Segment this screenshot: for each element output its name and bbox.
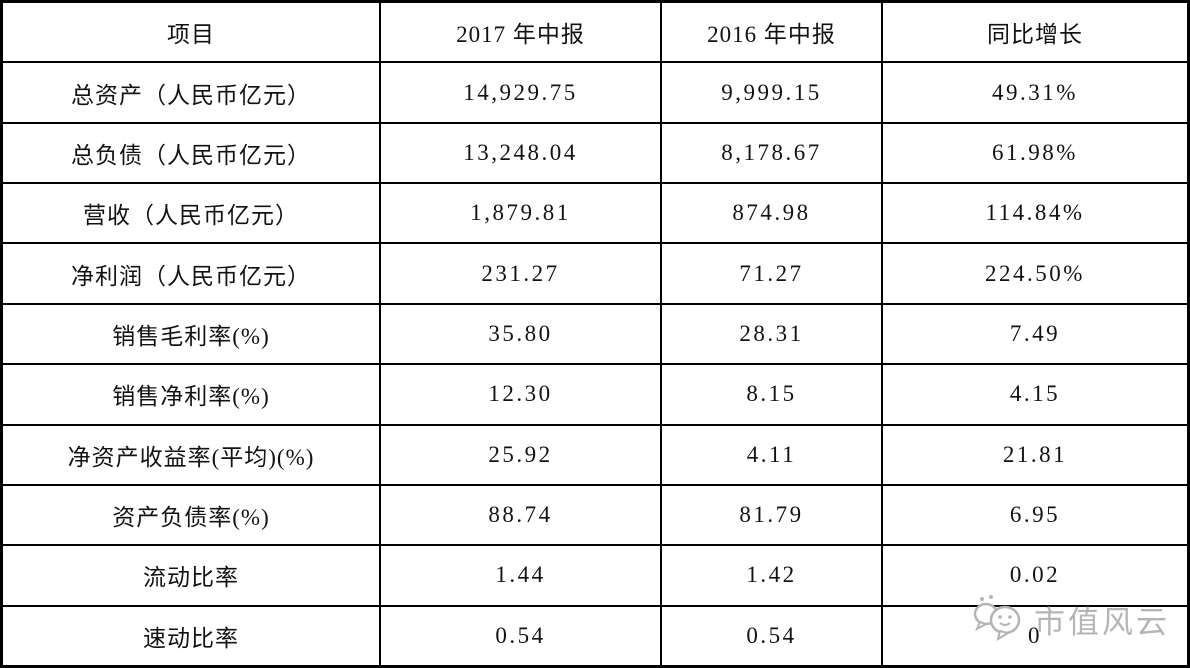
value-cell-yoy: 7.49	[1009, 320, 1061, 346]
table-row: 流动比率 1.44 1.42 0.02	[3, 546, 1187, 607]
value-cell-2016: 0.54	[662, 606, 883, 665]
value-cell-2016: 71.27	[662, 244, 883, 303]
table-row: 资产负债率(%) 88.74 81.79 6.95	[3, 485, 1187, 547]
value-cell-2016: 874.98	[662, 184, 883, 243]
value-cell-2017: 12.30	[381, 365, 662, 424]
table-row: 速动比率 0.54 0.54 0	[3, 606, 1187, 665]
value-cell-2017: 1.44	[381, 546, 662, 605]
value-cell-2017: 1,879.81	[381, 184, 662, 243]
value-cell-2016: 81.79	[662, 485, 883, 545]
table-row: 销售毛利率(%) 35.80 28.31 7.49	[3, 304, 1187, 366]
value-cell-2017: 35.80	[381, 304, 662, 364]
value-cell-yoy: 0.02	[1009, 562, 1061, 588]
row-label-cell: 销售净利率(%)	[3, 365, 381, 424]
value-cell-yoy: 4.15	[1009, 381, 1061, 407]
value-cell-2016: 8,178.67	[662, 123, 883, 183]
watermark-text: 市值风云	[1034, 605, 1170, 640]
value-cell-2016: 8.15	[662, 365, 883, 424]
value-cell-yoy: 0	[1028, 622, 1042, 648]
value-cell-2017: 88.74	[381, 485, 662, 545]
value-cell-2016: 4.11	[662, 425, 883, 484]
table-row: 营收（人民币亿元） 1,879.81 874.98 114.84%	[3, 184, 1187, 245]
value-cell-2017: 231.27	[381, 244, 662, 303]
value-cell-yoy: 224.50%	[985, 260, 1085, 286]
value-cell-2016: 1.42	[662, 546, 883, 605]
row-label-cell: 净利润（人民币亿元）	[3, 244, 381, 303]
column-header-yoy: 同比增长	[987, 22, 1083, 48]
column-header-item: 项目	[3, 3, 381, 62]
column-header-2016: 2016 年中报	[662, 3, 883, 62]
table-row: 总资产（人民币亿元） 14,929.75 9,999.15 49.31%	[3, 63, 1187, 124]
row-label-cell: 速动比率	[3, 606, 381, 665]
value-cell-yoy: 61.98%	[992, 139, 1078, 165]
row-label-cell: 总负债（人民币亿元）	[3, 123, 381, 183]
table-row: 净利润（人民币亿元） 231.27 71.27 224.50%	[3, 244, 1187, 305]
value-cell-yoy: 49.31%	[992, 79, 1078, 105]
value-cell-2017: 13,248.04	[381, 123, 662, 183]
row-label-cell: 销售毛利率(%)	[3, 304, 381, 364]
table-row: 销售净利率(%) 12.30 8.15 4.15	[3, 365, 1187, 426]
table-header-row: 项目 2017 年中报 2016 年中报 同比增长	[3, 3, 1187, 64]
value-cell-2017: 0.54	[381, 606, 662, 665]
value-cell-2017: 25.92	[381, 425, 662, 484]
table-row: 净资产收益率(平均)(%) 25.92 4.11 21.81	[3, 425, 1187, 486]
row-label-cell: 总资产（人民币亿元）	[3, 63, 381, 122]
watermark: 市值风云	[972, 592, 1170, 647]
column-header-2017: 2017 年中报	[381, 3, 662, 62]
value-cell-yoy: 6.95	[1009, 502, 1061, 528]
value-cell-yoy: 114.84%	[985, 200, 1085, 226]
row-label-cell: 流动比率	[3, 546, 381, 605]
chat-bubbles-icon	[972, 592, 1028, 647]
value-cell-yoy: 21.81	[1002, 441, 1068, 467]
value-cell-2017: 14,929.75	[381, 63, 662, 122]
row-label-cell: 净资产收益率(平均)(%)	[3, 425, 381, 484]
row-label-cell: 资产负债率(%)	[3, 485, 381, 545]
value-cell-2016: 9,999.15	[662, 63, 883, 122]
value-cell-2016: 28.31	[662, 304, 883, 364]
table-row: 总负债（人民币亿元） 13,248.04 8,178.67 61.98%	[3, 123, 1187, 185]
row-label-cell: 营收（人民币亿元）	[3, 184, 381, 243]
